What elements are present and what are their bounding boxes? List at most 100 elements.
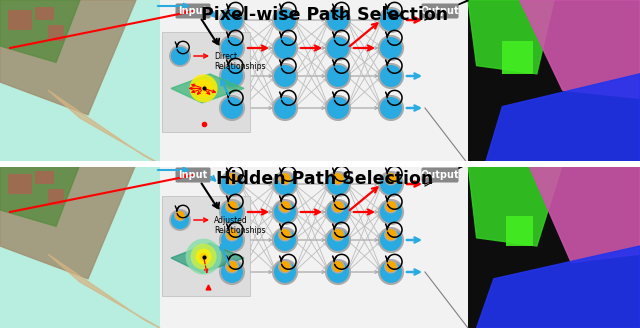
Circle shape [385, 228, 397, 241]
Circle shape [220, 228, 244, 252]
Bar [35, 171, 54, 184]
Polygon shape [0, 164, 80, 226]
Polygon shape [48, 254, 160, 328]
Circle shape [385, 172, 397, 185]
Text: Output: Output [420, 6, 460, 16]
Polygon shape [485, 74, 640, 164]
Circle shape [379, 200, 403, 224]
Circle shape [226, 228, 238, 241]
Bar [0, 162, 640, 166]
Bar [468, 164, 640, 328]
Circle shape [273, 96, 297, 120]
Bar [35, 7, 54, 20]
Polygon shape [477, 246, 640, 328]
Bar [8, 10, 32, 30]
Circle shape [332, 260, 344, 273]
Circle shape [220, 172, 244, 196]
Circle shape [220, 96, 244, 120]
Bar [162, 32, 250, 132]
Circle shape [326, 228, 350, 252]
Circle shape [326, 36, 350, 60]
Polygon shape [468, 164, 563, 246]
Bar [160, 164, 470, 328]
Circle shape [189, 74, 218, 102]
Circle shape [175, 210, 185, 221]
Circle shape [279, 260, 291, 273]
Circle shape [379, 96, 403, 120]
Bar [506, 216, 533, 246]
Circle shape [273, 172, 297, 196]
Text: Pixel-wise Path Selection: Pixel-wise Path Selection [202, 6, 449, 24]
Polygon shape [0, 0, 136, 115]
Circle shape [220, 260, 244, 284]
Circle shape [273, 64, 297, 88]
Circle shape [332, 200, 344, 213]
Bar [162, 196, 250, 296]
Circle shape [379, 36, 403, 60]
Circle shape [226, 200, 238, 213]
Bar [468, 0, 640, 164]
Circle shape [220, 8, 244, 32]
Bar [502, 41, 533, 74]
Polygon shape [528, 164, 640, 262]
Circle shape [379, 64, 403, 88]
Polygon shape [171, 243, 244, 273]
Circle shape [273, 228, 297, 252]
Circle shape [279, 200, 291, 213]
Polygon shape [0, 164, 136, 279]
Circle shape [220, 64, 244, 88]
Circle shape [379, 260, 403, 284]
Bar [0, 164, 160, 328]
Circle shape [220, 200, 244, 224]
Circle shape [332, 172, 344, 185]
Circle shape [273, 200, 297, 224]
Circle shape [326, 96, 350, 120]
Circle shape [186, 239, 221, 275]
Text: Direct
Relationships: Direct Relationships [214, 52, 266, 72]
Circle shape [326, 8, 350, 32]
Circle shape [379, 172, 403, 196]
Bar [8, 174, 32, 194]
Polygon shape [468, 0, 554, 74]
Circle shape [385, 200, 397, 213]
Circle shape [273, 8, 297, 32]
Polygon shape [520, 0, 640, 98]
Circle shape [196, 249, 212, 265]
Circle shape [200, 253, 207, 261]
Circle shape [273, 36, 297, 60]
Circle shape [379, 8, 403, 32]
Circle shape [385, 260, 397, 273]
Text: Output: Output [420, 170, 460, 180]
Circle shape [326, 260, 350, 284]
Bar [0, 161, 640, 167]
Bar [0, 0, 160, 164]
Bar [48, 189, 64, 205]
FancyBboxPatch shape [175, 168, 211, 182]
Bar [48, 25, 64, 41]
Circle shape [379, 228, 403, 252]
FancyBboxPatch shape [422, 168, 458, 182]
Text: Adjusted
Relationships: Adjusted Relationships [214, 216, 266, 236]
FancyBboxPatch shape [175, 4, 211, 18]
Circle shape [226, 260, 238, 273]
Circle shape [326, 64, 350, 88]
Polygon shape [48, 90, 160, 164]
Circle shape [195, 79, 212, 97]
Circle shape [332, 228, 344, 241]
Circle shape [226, 172, 238, 185]
Text: Input: Input [179, 6, 207, 16]
Text: Input: Input [179, 170, 207, 180]
Circle shape [170, 210, 190, 230]
FancyBboxPatch shape [422, 4, 458, 18]
Circle shape [279, 172, 291, 185]
Circle shape [191, 244, 216, 270]
Circle shape [170, 46, 190, 66]
Circle shape [198, 83, 209, 93]
Bar [160, 0, 470, 164]
Circle shape [326, 200, 350, 224]
Text: Hidden Path Selection: Hidden Path Selection [216, 170, 434, 188]
Circle shape [326, 172, 350, 196]
Circle shape [220, 36, 244, 60]
Circle shape [279, 228, 291, 241]
Circle shape [201, 86, 206, 91]
